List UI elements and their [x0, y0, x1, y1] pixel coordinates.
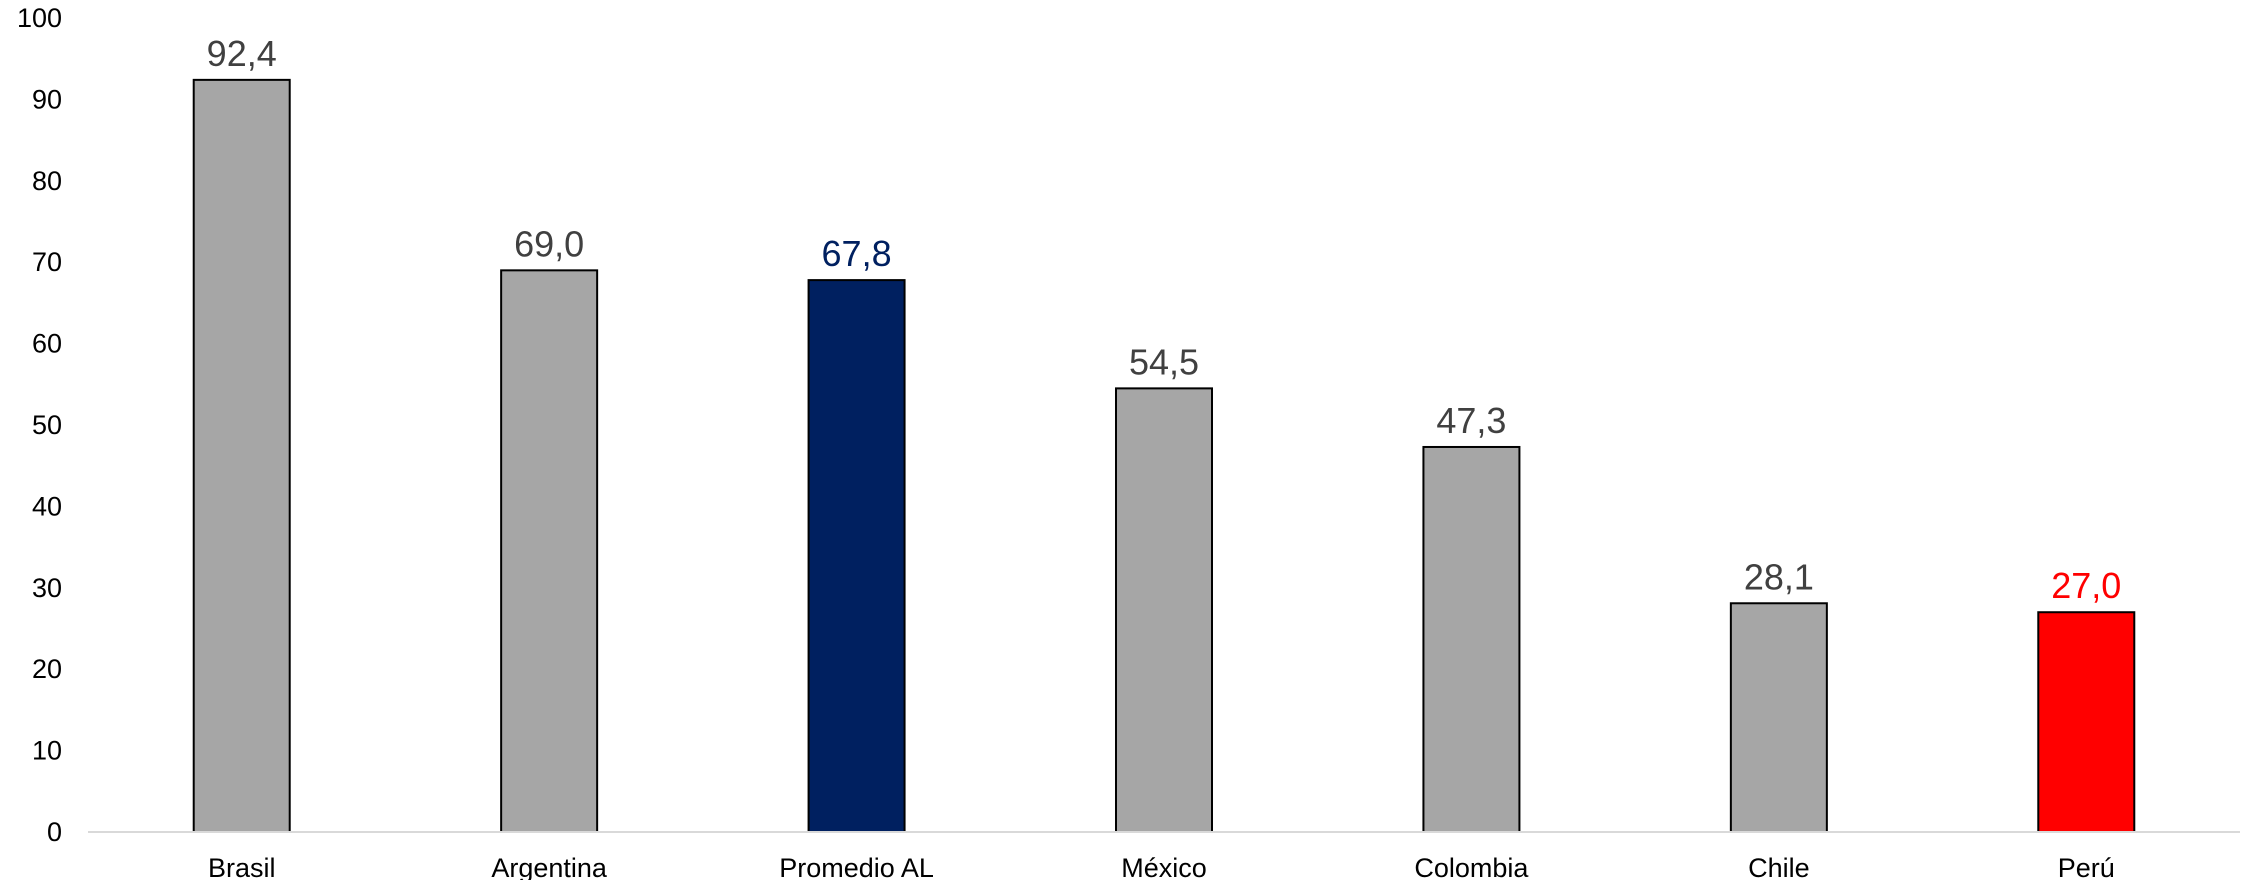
- bar: [1729, 602, 1828, 833]
- x-tick-label: Promedio AL: [779, 853, 934, 880]
- bar: [1422, 445, 1521, 833]
- y-tick-label: 10: [32, 736, 62, 766]
- x-tick-label: Colombia: [1414, 853, 1529, 880]
- bars-group: [192, 78, 2136, 834]
- y-tick-label: 100: [17, 3, 62, 33]
- data-label: 27,0: [2051, 565, 2121, 606]
- bar: [2037, 611, 2136, 833]
- x-tick-label: Chile: [1748, 853, 1810, 880]
- y-tick-label: 50: [32, 410, 62, 440]
- y-tick-label: 40: [32, 491, 62, 521]
- y-tick-label: 70: [32, 247, 62, 277]
- data-label: 92,4: [207, 33, 277, 74]
- bar: [192, 78, 291, 833]
- data-label: 28,1: [1744, 556, 1814, 597]
- x-tick-label: México: [1121, 853, 1207, 880]
- y-tick-label: 30: [32, 573, 62, 603]
- bar: [1115, 387, 1213, 833]
- data-label: 69,0: [514, 223, 584, 264]
- data-label: 47,3: [1436, 400, 1506, 441]
- x-tick-label: Perú: [2058, 853, 2115, 880]
- y-tick-label: 80: [32, 166, 62, 196]
- bar: [500, 269, 599, 833]
- y-tick-label: 90: [32, 84, 62, 114]
- y-axis: 0 10 20 30 40 50 60 70 80 90 100: [17, 3, 62, 847]
- y-tick-label: 20: [32, 654, 62, 684]
- x-tick-label: Argentina: [491, 853, 608, 880]
- data-label: 67,8: [822, 233, 892, 274]
- data-labels-group: 92,4 69,0 67,8 54,5 47,3 28,1 27,0: [207, 33, 2122, 606]
- x-axis: Brasil Argentina Promedio AL México Colombia…: [208, 853, 2115, 880]
- y-tick-label: 60: [32, 329, 62, 359]
- y-tick-label: 0: [47, 817, 62, 847]
- data-label: 54,5: [1129, 341, 1199, 382]
- x-tick-label: Brasil: [208, 853, 276, 880]
- bar: [807, 279, 906, 834]
